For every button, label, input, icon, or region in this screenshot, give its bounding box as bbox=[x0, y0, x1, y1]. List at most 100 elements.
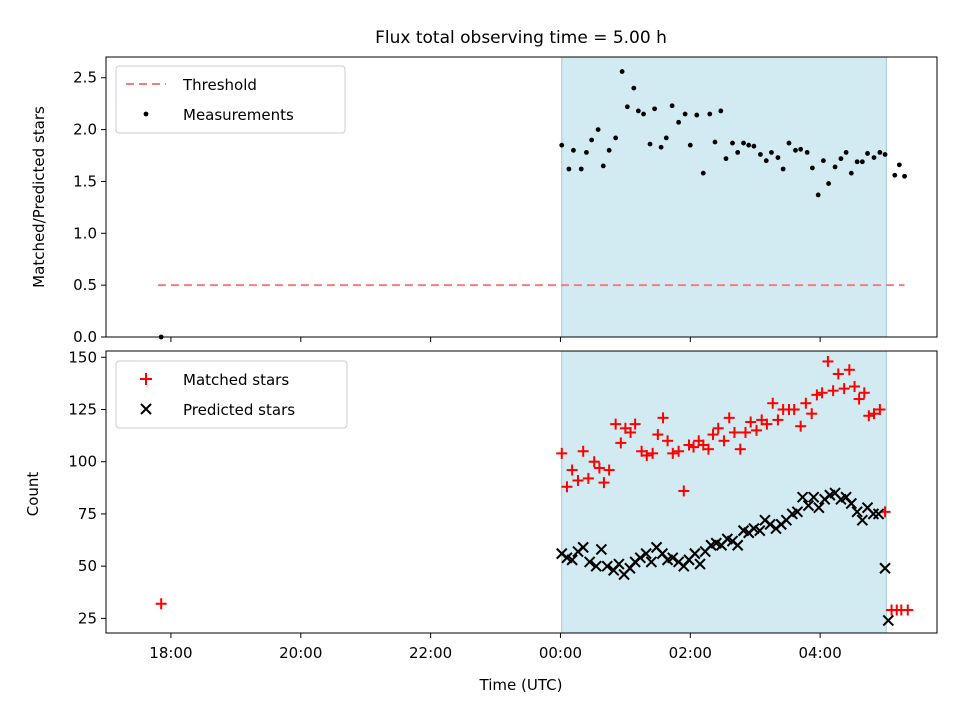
predicted-star-point bbox=[613, 558, 625, 570]
measurement-point bbox=[589, 137, 595, 143]
measurement-point bbox=[613, 135, 619, 141]
measurement-point bbox=[809, 165, 815, 171]
predicted-star-point bbox=[813, 501, 825, 514]
measurement-point bbox=[584, 150, 589, 155]
legend-predicted-swatch bbox=[140, 403, 152, 415]
matched-star-point bbox=[556, 447, 568, 459]
measurement-point bbox=[687, 142, 693, 148]
matched-star-point bbox=[739, 426, 751, 438]
bottom-x-ticks: 18:00 20:00 22:00 00:00 02:00 04:00 bbox=[149, 633, 842, 662]
measurement-point bbox=[600, 163, 606, 169]
measurement-point bbox=[647, 141, 653, 147]
bottom-x-tick-label: 18:00 bbox=[149, 644, 192, 662]
predicted-star-point bbox=[754, 524, 766, 537]
matched-star-point bbox=[827, 385, 839, 397]
matched-star-point bbox=[712, 422, 724, 434]
bottom-panel: 25 50 75 100 125 150 18:00 20:00 22:00 00:00 02:0… bbox=[24, 348, 938, 694]
measurement-point bbox=[902, 173, 907, 179]
predicted-star-point bbox=[731, 539, 744, 551]
predicted-star-point bbox=[577, 541, 589, 554]
measurement-point bbox=[859, 159, 865, 165]
predicted-star-point bbox=[856, 514, 869, 526]
bottom-y-tick-label: 125 bbox=[68, 400, 97, 418]
matched-star-point bbox=[761, 418, 773, 430]
measurement-point bbox=[826, 181, 831, 186]
matched-star-point bbox=[767, 397, 779, 409]
predicted-star-point bbox=[601, 560, 613, 572]
matched-star-point bbox=[751, 424, 763, 436]
matched-star-point bbox=[772, 414, 784, 426]
bottom-axes-frame bbox=[105, 350, 938, 634]
predicted-star-point bbox=[595, 543, 608, 556]
predicted-star-point bbox=[689, 547, 701, 560]
predicted-star-point bbox=[807, 491, 820, 503]
top-y-tick-label: 0.5 bbox=[73, 276, 97, 294]
predicted-star-point bbox=[872, 508, 885, 520]
measurement-point bbox=[595, 127, 601, 132]
predicted-star-point bbox=[634, 552, 647, 564]
measurement-point bbox=[882, 152, 888, 157]
measurement-point bbox=[877, 150, 883, 155]
predicted-stars-points bbox=[556, 487, 895, 627]
bottom-observing-window bbox=[561, 350, 887, 634]
bottom-legend-box bbox=[115, 360, 348, 429]
measurement-point bbox=[663, 135, 669, 141]
predicted-star-point bbox=[845, 497, 858, 510]
measurement-point bbox=[700, 170, 706, 176]
measurement-point bbox=[676, 119, 682, 125]
measurement-point bbox=[793, 147, 798, 153]
matched-star-point bbox=[577, 445, 589, 457]
matched-star-point bbox=[811, 389, 823, 401]
predicted-star-point bbox=[640, 547, 652, 560]
matched-star-point bbox=[707, 429, 719, 441]
matched-star-point bbox=[843, 364, 855, 376]
top-y-tick-label: 2.0 bbox=[73, 121, 97, 139]
matched-star-point bbox=[615, 437, 627, 449]
measurement-point bbox=[723, 156, 729, 162]
measurement-point bbox=[631, 85, 637, 91]
legend-predicted-label: Predicted stars bbox=[183, 401, 295, 419]
measurement-point bbox=[786, 140, 792, 146]
matched-star-point bbox=[561, 481, 573, 493]
matched-star-point bbox=[902, 604, 914, 616]
legend-matched-swatch bbox=[140, 373, 152, 385]
legend-matched-label: Matched stars bbox=[183, 371, 289, 389]
measurement-point bbox=[741, 140, 746, 146]
measurement-point bbox=[578, 166, 584, 172]
measurement-point bbox=[804, 150, 810, 155]
bottom-y-tick-label: 100 bbox=[68, 453, 97, 471]
measurement-point bbox=[566, 166, 572, 172]
matched-star-point bbox=[822, 355, 834, 367]
measurement-point bbox=[758, 152, 763, 157]
predicted-star-point bbox=[867, 508, 880, 520]
measurement-point bbox=[815, 192, 821, 198]
top-panel: 0.0 0.5 1.0 1.5 2.0 2.5 Matched/Predicted sta… bbox=[30, 56, 938, 346]
matched-star-point bbox=[874, 403, 886, 415]
legend-threshold-label: Threshold bbox=[182, 76, 257, 94]
matched-star-point bbox=[723, 412, 735, 424]
matched-star-point bbox=[673, 445, 685, 457]
measurement-point bbox=[763, 158, 769, 164]
measurement-point bbox=[838, 156, 844, 162]
matched-star-point bbox=[629, 418, 641, 430]
bottom-x-tick-label: 00:00 bbox=[539, 644, 582, 662]
matched-star-point bbox=[858, 387, 870, 399]
measurement-point bbox=[694, 112, 700, 118]
matched-star-point bbox=[795, 420, 807, 432]
measurement-point bbox=[669, 103, 675, 109]
predicted-star-point bbox=[882, 614, 895, 627]
matched-star-point bbox=[849, 381, 861, 393]
bottom-y-tick-label: 50 bbox=[78, 557, 97, 575]
measurement-point bbox=[624, 104, 630, 110]
measurement-point bbox=[652, 106, 657, 112]
matched-star-point bbox=[667, 447, 679, 459]
measurement-point bbox=[707, 111, 713, 117]
matched-star-point bbox=[566, 464, 578, 476]
measurement-point bbox=[571, 147, 576, 153]
legend-measurements-swatch bbox=[143, 111, 149, 117]
top-axes-frame bbox=[105, 56, 938, 338]
measurement-point bbox=[843, 150, 849, 155]
matched-star-point bbox=[662, 435, 674, 447]
matched-star-point bbox=[625, 426, 637, 438]
measurement-point bbox=[735, 150, 741, 155]
